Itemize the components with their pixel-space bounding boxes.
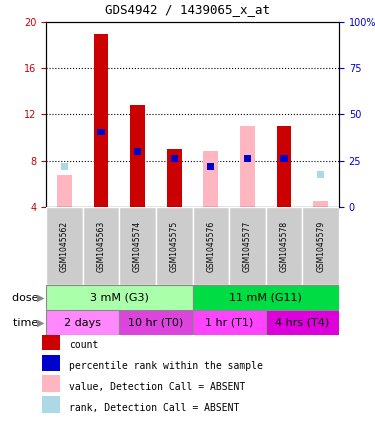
Bar: [46, 310, 119, 335]
Bar: [42, 396, 60, 412]
Bar: [192, 207, 229, 285]
Text: 4 hrs (T4): 4 hrs (T4): [275, 318, 330, 327]
Bar: [229, 207, 266, 285]
Text: GSM1045578: GSM1045578: [279, 220, 289, 272]
Bar: [97, 129, 105, 135]
Bar: [171, 155, 178, 162]
Text: dose: dose: [12, 292, 42, 302]
Text: value, Detection Call = ABSENT: value, Detection Call = ABSENT: [69, 382, 246, 392]
Bar: [280, 155, 288, 162]
Text: time: time: [13, 318, 42, 327]
Bar: [314, 201, 328, 207]
Text: rank, Detection Call = ABSENT: rank, Detection Call = ABSENT: [69, 403, 240, 412]
Bar: [277, 126, 291, 207]
Text: 10 hr (T0): 10 hr (T0): [128, 318, 183, 327]
Bar: [156, 207, 192, 285]
Text: 3 mM (G3): 3 mM (G3): [90, 292, 148, 302]
Bar: [119, 207, 156, 285]
Text: GDS4942 / 1439065_x_at: GDS4942 / 1439065_x_at: [105, 3, 270, 16]
Text: ▶: ▶: [36, 318, 44, 327]
Bar: [240, 126, 255, 207]
Bar: [207, 163, 214, 170]
Bar: [266, 310, 339, 335]
Text: GSM1045579: GSM1045579: [316, 220, 325, 272]
Text: 1 hr (T1): 1 hr (T1): [205, 318, 253, 327]
Text: count: count: [69, 341, 99, 350]
Text: GSM1045562: GSM1045562: [60, 220, 69, 272]
Text: percentile rank within the sample: percentile rank within the sample: [69, 361, 263, 371]
Bar: [204, 151, 218, 207]
Bar: [82, 207, 119, 285]
Text: ▶: ▶: [36, 292, 44, 302]
Bar: [46, 285, 192, 310]
Bar: [244, 155, 251, 162]
Bar: [42, 334, 60, 350]
Text: GSM1045576: GSM1045576: [206, 220, 215, 272]
Bar: [42, 354, 60, 371]
Text: GSM1045577: GSM1045577: [243, 220, 252, 272]
Bar: [42, 375, 60, 392]
Bar: [134, 148, 141, 155]
Bar: [119, 310, 192, 335]
Text: GSM1045563: GSM1045563: [96, 220, 105, 272]
Text: 2 days: 2 days: [64, 318, 101, 327]
Bar: [192, 285, 339, 310]
Bar: [61, 163, 68, 170]
Bar: [266, 207, 302, 285]
Bar: [167, 149, 182, 207]
Bar: [57, 175, 72, 207]
Bar: [192, 310, 266, 335]
Bar: [302, 207, 339, 285]
Text: GSM1045575: GSM1045575: [170, 220, 178, 272]
Text: GSM1045574: GSM1045574: [133, 220, 142, 272]
Text: 11 mM (G11): 11 mM (G11): [229, 292, 302, 302]
Bar: [94, 33, 108, 207]
Bar: [130, 105, 145, 207]
Bar: [317, 171, 324, 178]
Bar: [46, 207, 82, 285]
